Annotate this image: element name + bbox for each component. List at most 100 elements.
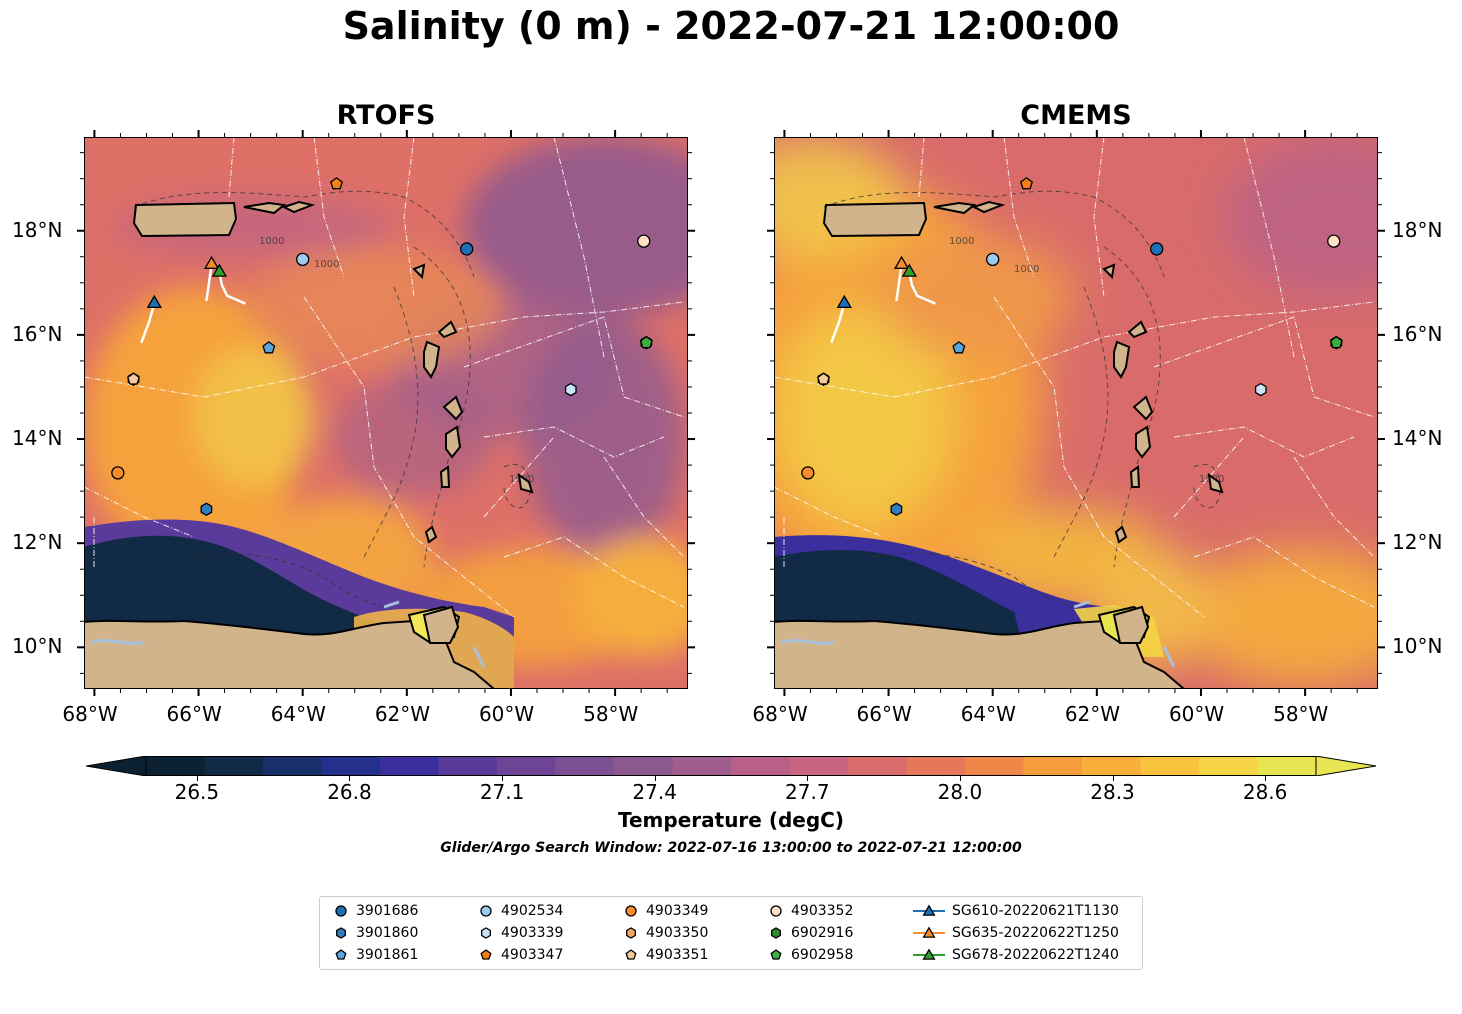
legend-marker-icon <box>770 905 782 917</box>
glider-tracks <box>140 264 246 344</box>
lon-tick-label: 64°W <box>270 702 326 726</box>
legend-label: SG678-20220622T1240 <box>952 947 1119 963</box>
legend-marker-icon <box>770 949 782 960</box>
float-marker-4903339 <box>1254 382 1267 397</box>
float-marker-4903347 <box>1020 177 1033 190</box>
lon-tick-label: 66°W <box>166 702 222 726</box>
colorbar-tick-label: 26.5 <box>174 780 220 804</box>
glider-track <box>140 303 156 344</box>
lon-tick-label: 62°W <box>374 702 431 726</box>
bathymetry-contour-label: 1000 <box>949 236 974 247</box>
legend-marker-icon <box>626 927 636 939</box>
legend-label: 4903352 <box>791 903 854 919</box>
lon-tick-label: 60°W <box>478 702 535 726</box>
legend-entry-glider: SG635-20220622T1250 <box>912 923 1119 943</box>
legend-label: 6902916 <box>791 925 854 941</box>
lat-tick-label: 14°N <box>12 426 63 451</box>
glider-track <box>830 303 846 344</box>
legend-marker-icon <box>336 927 346 939</box>
colorbar-tick-mark <box>349 776 351 781</box>
colorbar-tick-label: 28.3 <box>1090 780 1135 804</box>
legend-entry-float: 4902534 <box>477 901 563 921</box>
colorbar-tick-mark <box>1112 776 1114 781</box>
colorbar-tick-mark <box>959 776 961 781</box>
search-window-caption: Glider/Argo Search Window: 2022-07-16 13… <box>440 840 1022 856</box>
colorbar-tick-mark <box>1265 776 1267 781</box>
legend-marker-icon <box>913 948 945 960</box>
float-marker-3901861 <box>262 341 276 354</box>
bathymetry-contour-label: 1000 <box>314 259 339 270</box>
lat-tick-label: 16°N <box>12 321 63 346</box>
lat-tick-label: 10°N <box>1392 634 1443 659</box>
legend-marker-icon <box>335 905 347 917</box>
legend-entry-float: 6902916 <box>767 923 853 943</box>
float-marker-4902534 <box>986 252 1000 267</box>
colorbar-tick-mark <box>654 776 656 781</box>
eez-boundaries <box>774 137 1375 618</box>
legend-entry-glider: SG610-20220621T1130 <box>912 901 1119 921</box>
float-marker-4903339 <box>564 382 577 397</box>
bathymetry-contour-label: 1000 <box>259 236 284 247</box>
lon-tick-label: 66°W <box>856 702 912 726</box>
glider-track <box>908 272 936 305</box>
legend-label: 3901861 <box>356 947 419 963</box>
glider-track <box>205 264 213 302</box>
colorbar-tick-label: 28.0 <box>937 780 983 804</box>
legend-marker-icon <box>481 927 491 939</box>
legend-label: 3901860 <box>356 925 419 941</box>
glider-marker-SG678-20220622T1240 <box>901 263 918 277</box>
legend-marker-icon <box>335 949 347 960</box>
legend-label: 4903339 <box>501 925 564 941</box>
glider-marker-SG635-20220622T1250 <box>203 255 220 269</box>
glider-marker-SG635-20220622T1250 <box>893 255 910 269</box>
bathymetry-contour-label: 1000 <box>1014 264 1039 275</box>
float-marker-3901686 <box>460 242 474 256</box>
colorbar <box>86 756 1376 776</box>
lat-tick-label: 12°N <box>1392 530 1443 555</box>
rtofs-panel-title: RTOFS <box>336 100 436 131</box>
lon-tick-label: 68°W <box>752 702 808 726</box>
float-marker-4903349 <box>111 466 125 480</box>
legend-entry-float: 4903350 <box>622 923 708 943</box>
float-marker-4903347 <box>330 177 343 190</box>
figure-title: Salinity (0 m) - 2022-07-21 12:00:00 <box>342 4 1120 48</box>
legend-entry-float: 4903347 <box>477 945 563 965</box>
float-marker-3901860 <box>890 502 903 517</box>
legend-label: SG635-20220622T1250 <box>952 925 1119 941</box>
lon-tick-label: 68°W <box>62 702 118 726</box>
legend-label: 6902958 <box>791 947 854 963</box>
lat-tick-label: 12°N <box>12 530 63 555</box>
legend-entry-float: 3901860 <box>332 923 418 943</box>
legend-label: 4903351 <box>646 947 709 963</box>
lat-tick-label: 16°N <box>1392 321 1443 346</box>
legend-marker-icon <box>480 905 492 917</box>
colorbar-tick-label: 26.8 <box>327 780 372 804</box>
legend-label: 4903347 <box>501 947 564 963</box>
colorbar-label: Temperature (degC) <box>618 808 844 832</box>
colorbar-tick-label: 27.1 <box>479 780 525 804</box>
colorbar-tick-mark <box>196 776 198 781</box>
float-marker-6902958 <box>639 335 653 349</box>
colorbar-tick-label: 27.7 <box>785 780 830 804</box>
glider-marker-SG610-20220621T1130 <box>146 294 162 309</box>
lon-tick-label: 58°W <box>1273 702 1329 726</box>
float-marker-4903351 <box>127 372 140 385</box>
lon-tick-label: 62°W <box>1064 702 1121 726</box>
legend: 3901686 3901860 3901861 4902534 4903339 49033… <box>319 896 1143 970</box>
cmems-map: 1000 1000 1000 <box>774 137 1378 689</box>
legend-entry-float: 3901686 <box>332 901 418 921</box>
lat-tick-label: 18°N <box>12 217 63 242</box>
glider-track <box>895 264 903 302</box>
legend-label: SG610-20220621T1130 <box>952 903 1119 919</box>
legend-label: 4903349 <box>646 903 709 919</box>
legend-entry-float: 4903349 <box>622 901 708 921</box>
cmems-panel-title: CMEMS <box>1020 100 1132 131</box>
legend-entry-float: 6902958 <box>767 945 853 965</box>
colorbar-tick-label: 27.4 <box>632 780 677 804</box>
legend-marker-icon <box>625 905 637 917</box>
legend-label: 4903350 <box>646 925 709 941</box>
observation-markers <box>801 177 1343 517</box>
float-marker-3901686 <box>1150 242 1164 256</box>
float-marker-3901860 <box>200 502 213 517</box>
observation-markers <box>111 177 653 517</box>
